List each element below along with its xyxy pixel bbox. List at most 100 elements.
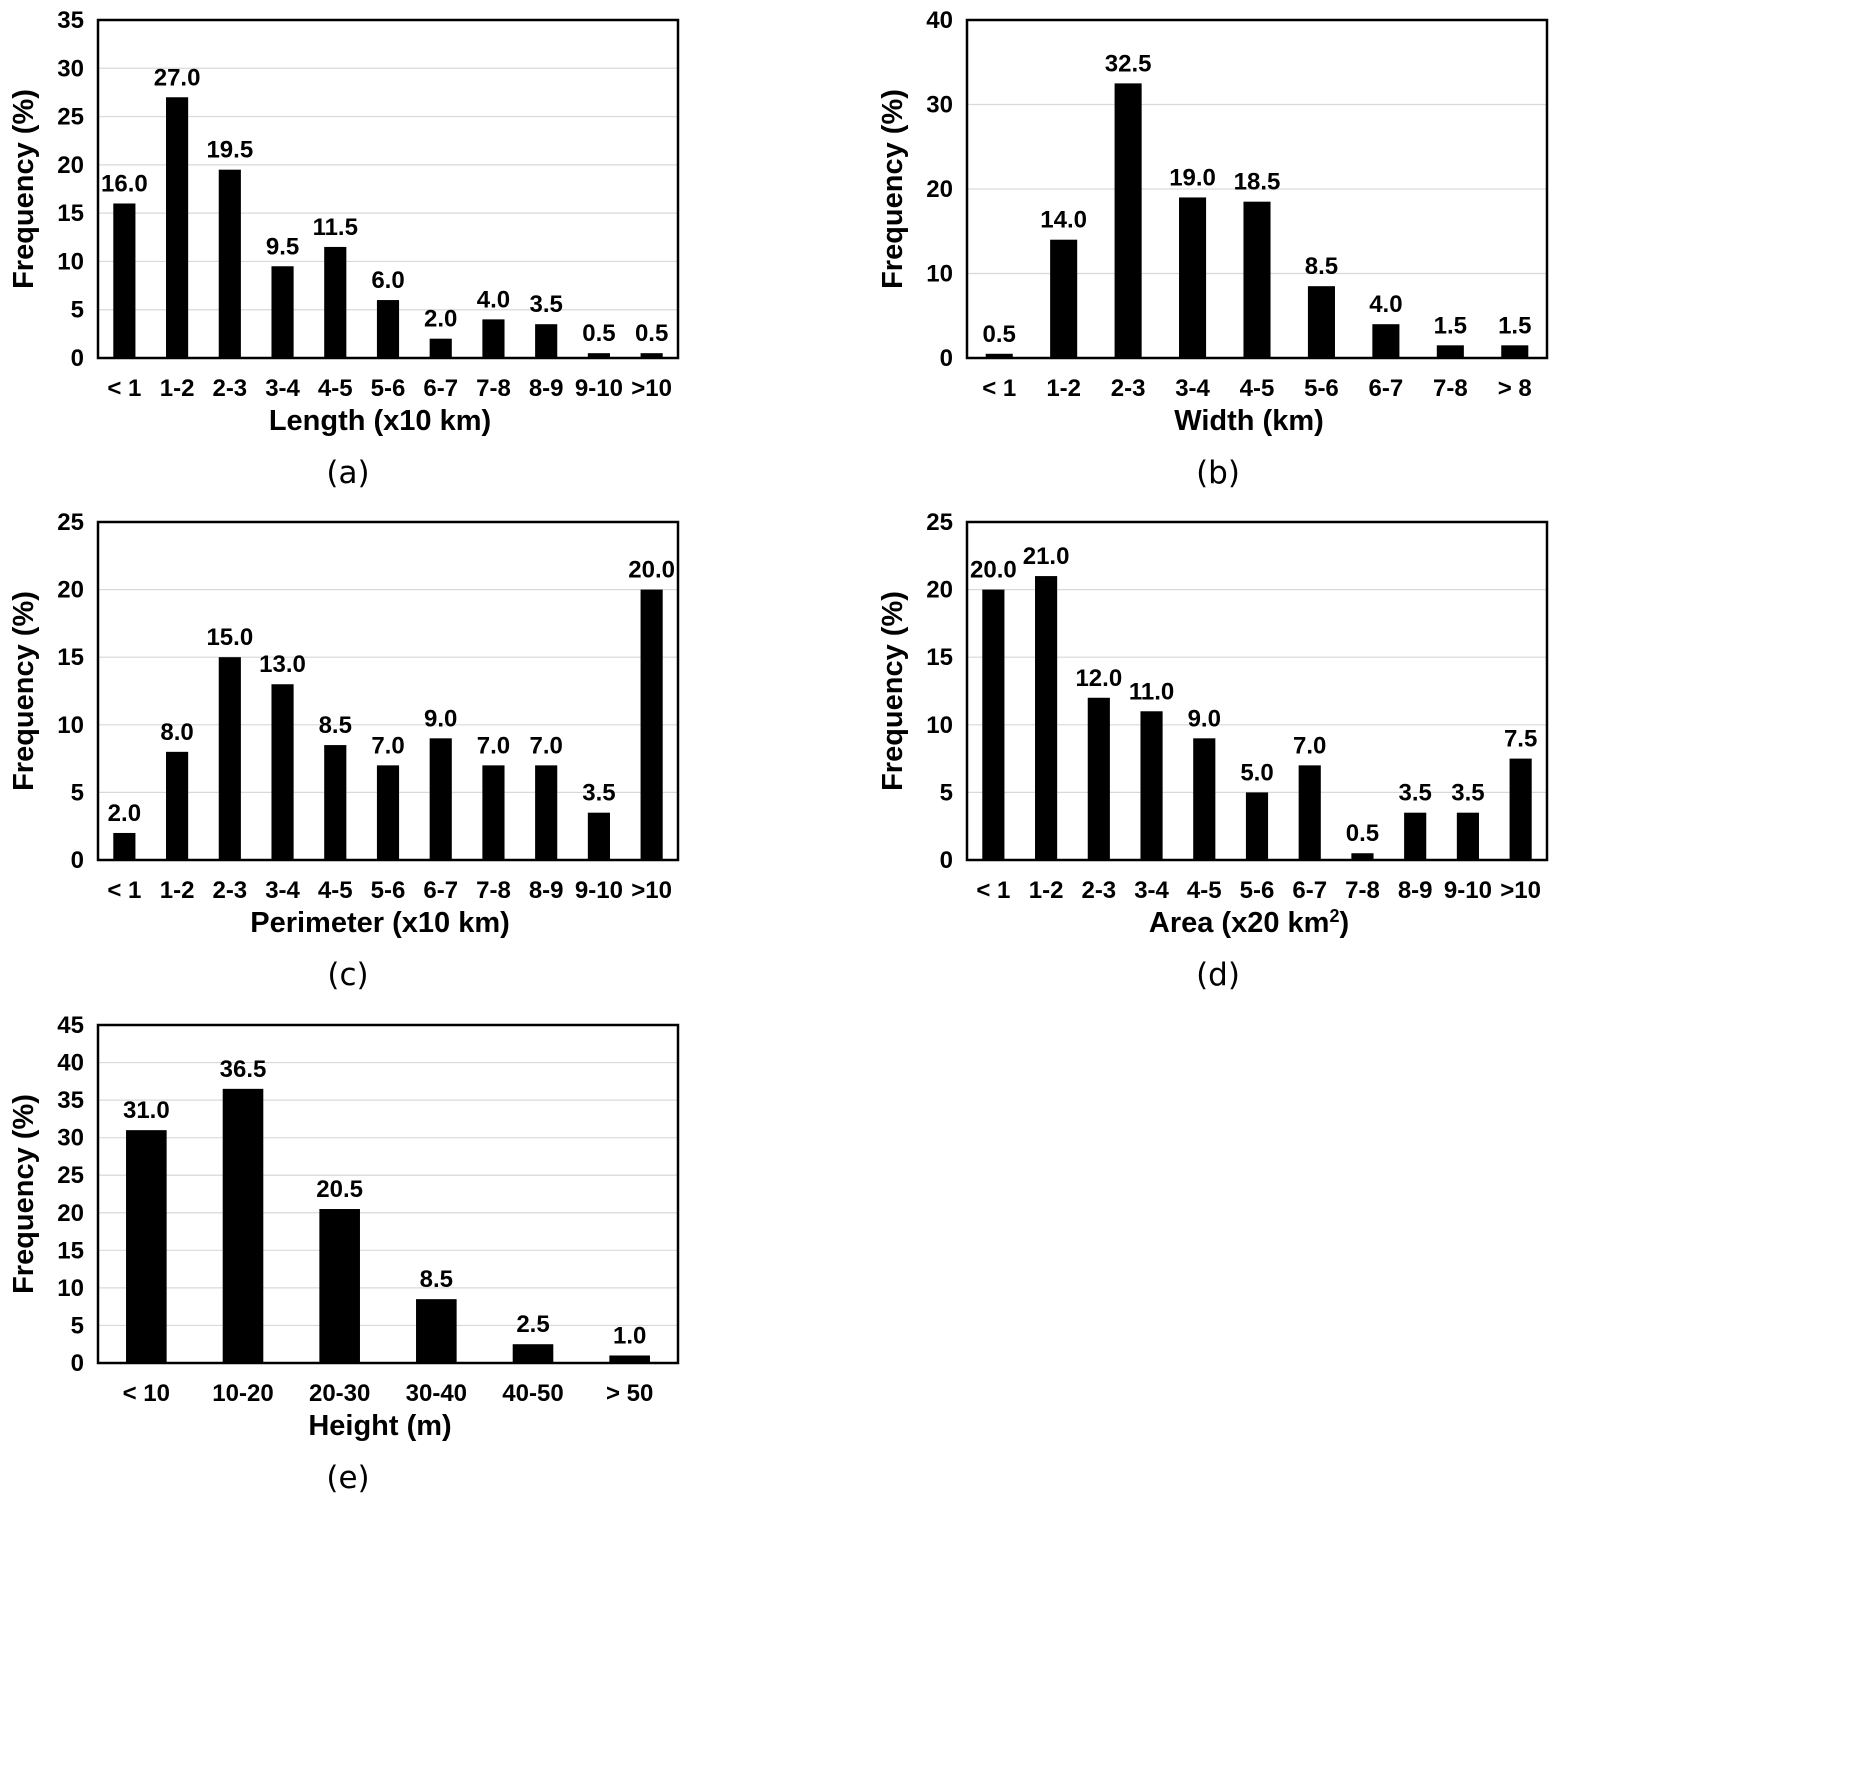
bar-value-label: 0.5 (1346, 820, 1379, 847)
x-tick-label: >10 (631, 375, 672, 402)
bar-value-label: 20.0 (628, 557, 675, 584)
chart-perimeter: 0 5 10 15 20 25 2.0 < 1 8.0 1-2 15.0 2-3 13.0 3-4 8.5 4… (8, 509, 680, 993)
x-tick-label: < 1 (976, 877, 1010, 904)
bar (1501, 345, 1529, 358)
y-tick-label: 5 (940, 779, 953, 806)
bar-value-label: 19.0 (1169, 164, 1216, 191)
bar-value-label: 20.5 (316, 1176, 363, 1203)
bar (166, 97, 189, 358)
bar-value-label: 3.5 (582, 780, 615, 807)
x-tick-label: < 1 (982, 375, 1016, 402)
bar-value-label: 8.5 (1305, 253, 1338, 280)
y-tick-label: 10 (57, 248, 84, 275)
x-tick-label: > 50 (606, 1380, 653, 1407)
bar-value-label: 36.5 (220, 1056, 267, 1083)
y-tick-label: 15 (57, 1237, 84, 1264)
y-tick-label: 5 (71, 1312, 84, 1339)
bar (1307, 286, 1335, 358)
bar (1243, 201, 1271, 358)
bar (222, 1088, 264, 1363)
bar-value-label: 9.5 (266, 233, 299, 260)
x-tick-label: 4-5 (1187, 877, 1222, 904)
bar-value-label: 13.0 (259, 651, 306, 678)
bar (271, 684, 294, 860)
bar (271, 266, 294, 358)
plot-frame (96, 520, 680, 862)
y-tick-label: 25 (926, 509, 953, 536)
bar-value-label: 3.5 (1451, 780, 1484, 807)
x-tick-label: 8-9 (529, 877, 564, 904)
x-axis-title: Width (km) (1174, 405, 1324, 437)
bar (587, 812, 610, 860)
panel-label: (a) (326, 455, 369, 491)
x-tick-label: 3-4 (265, 375, 300, 402)
y-tick-label: 0 (940, 345, 953, 372)
x-axis-title: Height (m) (308, 1410, 451, 1442)
y-tick-label: 20 (57, 152, 84, 179)
x-tick-label: 9-10 (575, 375, 623, 402)
bar-value-label: 6.0 (371, 267, 404, 294)
bar-value-label: 27.0 (154, 64, 201, 91)
x-tick-label: 6-7 (1292, 877, 1327, 904)
bar (482, 765, 505, 860)
bar-value-label: 7.0 (371, 732, 404, 759)
bar (376, 300, 400, 358)
bar (1351, 853, 1374, 860)
bar-value-label: 1.0 (613, 1322, 646, 1349)
y-tick-label: 40 (57, 1050, 84, 1077)
x-tick-label: 6-7 (1369, 375, 1404, 402)
y-tick-label: 20 (926, 577, 953, 604)
y-tick-label: 25 (57, 1162, 84, 1189)
bar-value-label: 1.5 (1434, 312, 1467, 339)
x-tick-label: >10 (1500, 877, 1541, 904)
y-tick-label: 25 (57, 104, 84, 131)
x-tick-label: 3-4 (1134, 877, 1169, 904)
bar-value-label: 11.0 (1129, 678, 1174, 705)
y-tick-label: 30 (57, 55, 84, 82)
plot-frame (96, 18, 680, 360)
bar-value-label: 20.0 (970, 557, 1017, 584)
plot-frame (965, 520, 1549, 862)
y-tick-label: 25 (57, 509, 84, 536)
bar (587, 353, 610, 358)
y-tick-label: 5 (71, 779, 84, 806)
bar-value-label: 7.0 (1293, 732, 1326, 759)
x-axis-title: Perimeter (x10 km) (250, 907, 510, 939)
y-tick-label: 35 (57, 1087, 84, 1114)
bar (985, 353, 1013, 358)
plot-frame (965, 18, 1549, 360)
x-tick-label: 9-10 (575, 877, 623, 904)
bar-value-label: 0.5 (635, 320, 668, 347)
bar-value-label: 3.5 (1398, 780, 1431, 807)
x-tick-label: 4-5 (318, 877, 353, 904)
bar-value-label: 15.0 (206, 624, 253, 651)
bar-value-label: 5.0 (1240, 759, 1273, 786)
x-axis-title: Area (x20 km2) (1149, 906, 1349, 939)
x-tick-label: < 1 (107, 877, 141, 904)
x-tick-label: 10-20 (212, 1380, 273, 1407)
bar (482, 319, 505, 358)
y-tick-label: 30 (926, 92, 953, 119)
x-tick-label: 8-9 (529, 375, 564, 402)
bar-value-label: 8.5 (420, 1266, 453, 1293)
bar-value-label: 2.0 (424, 306, 457, 333)
bar (429, 338, 452, 358)
panel-label: (c) (327, 957, 368, 993)
x-tick-label: 9-10 (1444, 877, 1492, 904)
bar (1140, 711, 1163, 860)
x-tick-label: 3-4 (1175, 375, 1210, 402)
x-tick-label: 7-8 (476, 877, 511, 904)
x-tick-label: 2-3 (1111, 375, 1146, 402)
bar (416, 1299, 457, 1363)
bar (1087, 697, 1110, 860)
y-tick-label: 5 (71, 297, 84, 324)
bar (113, 203, 136, 358)
x-tick-label: 2-3 (212, 375, 247, 402)
x-tick-label: >10 (631, 877, 672, 904)
bar (1456, 812, 1479, 860)
y-tick-label: 10 (57, 712, 84, 739)
bar (324, 745, 347, 860)
y-axis-title: Frequency (%) (8, 89, 40, 289)
x-tick-label: 7-8 (1345, 877, 1380, 904)
